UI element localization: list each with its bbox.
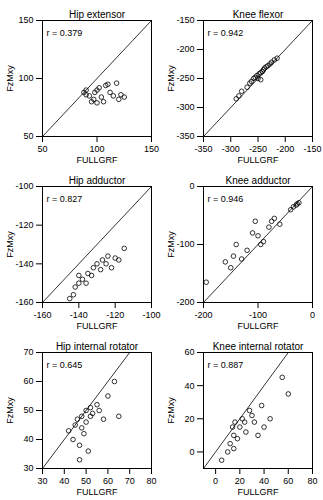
- svg-text:-250: -250: [249, 144, 267, 154]
- svg-text:-100: -100: [15, 181, 33, 191]
- svg-text:-160: -160: [15, 297, 33, 307]
- svg-text:100: 100: [89, 144, 104, 154]
- svg-text:20: 20: [184, 414, 194, 424]
- svg-text:-140: -140: [15, 259, 33, 269]
- svg-text:r = 0.942: r = 0.942: [208, 28, 244, 38]
- svg-text:FULLGRF: FULLGRF: [76, 155, 118, 165]
- svg-text:50: 50: [81, 476, 91, 486]
- svg-text:60: 60: [103, 476, 113, 486]
- svg-text:-350: -350: [194, 144, 212, 154]
- svg-text:150: 150: [144, 144, 159, 154]
- svg-text:70: 70: [125, 476, 135, 486]
- svg-text:FULLGRF: FULLGRF: [237, 321, 279, 331]
- svg-text:-300: -300: [222, 144, 240, 154]
- svg-text:20: 20: [235, 476, 245, 486]
- svg-text:-200: -200: [176, 44, 194, 54]
- svg-text:30: 30: [37, 476, 47, 486]
- svg-text:Knee internal rotator: Knee internal rotator: [213, 341, 304, 352]
- svg-text:-200: -200: [276, 144, 294, 154]
- svg-text:40: 40: [59, 476, 69, 486]
- svg-text:FzMxy: FzMxy: [166, 231, 176, 258]
- svg-text:50: 50: [23, 405, 33, 415]
- svg-text:-100: -100: [176, 239, 194, 249]
- svg-text:60: 60: [184, 347, 194, 357]
- svg-text:40: 40: [184, 381, 194, 391]
- svg-text:40: 40: [259, 476, 269, 486]
- svg-text:Hip internal rotator: Hip internal rotator: [56, 341, 139, 352]
- svg-text:-120: -120: [106, 310, 124, 320]
- svg-text:70: 70: [23, 347, 33, 357]
- svg-text:FzMxy: FzMxy: [5, 231, 15, 258]
- svg-text:FzMxy: FzMxy: [166, 397, 176, 424]
- svg-text:r = 0.946: r = 0.946: [208, 194, 244, 204]
- svg-text:FULLGRF: FULLGRF: [237, 487, 279, 497]
- svg-text:0: 0: [310, 310, 315, 320]
- svg-text:-200: -200: [194, 310, 212, 320]
- svg-text:150: 150: [18, 15, 33, 25]
- svg-text:Hip adductor: Hip adductor: [69, 175, 126, 186]
- svg-text:60: 60: [283, 476, 293, 486]
- svg-text:-250: -250: [176, 73, 194, 83]
- svg-text:30: 30: [23, 463, 33, 473]
- svg-text:-300: -300: [176, 102, 194, 112]
- svg-text:50: 50: [23, 131, 33, 141]
- svg-text:-150: -150: [176, 15, 194, 25]
- svg-text:r = 0.645: r = 0.645: [47, 360, 83, 370]
- svg-text:FULLGRF: FULLGRF: [237, 155, 279, 165]
- svg-text:FULLGRF: FULLGRF: [76, 487, 118, 497]
- svg-text:-140: -140: [70, 310, 88, 320]
- svg-text:r = 0.379: r = 0.379: [47, 28, 83, 38]
- svg-text:Knee adductor: Knee adductor: [225, 175, 291, 186]
- svg-text:-160: -160: [33, 310, 51, 320]
- svg-text:100: 100: [18, 73, 33, 83]
- svg-text:Knee flexor: Knee flexor: [233, 9, 284, 20]
- svg-text:r = 0.827: r = 0.827: [47, 194, 83, 204]
- svg-text:FzMxy: FzMxy: [5, 65, 15, 92]
- svg-text:Hip extensor: Hip extensor: [69, 9, 126, 20]
- svg-text:60: 60: [23, 376, 33, 386]
- svg-text:0: 0: [189, 447, 194, 457]
- svg-text:50: 50: [37, 144, 47, 154]
- svg-text:0: 0: [189, 181, 194, 191]
- svg-text:-100: -100: [249, 310, 267, 320]
- svg-text:-200: -200: [176, 297, 194, 307]
- svg-text:FzMxy: FzMxy: [5, 397, 15, 424]
- svg-text:80: 80: [307, 476, 317, 486]
- svg-text:0: 0: [213, 476, 218, 486]
- svg-text:r = 0.887: r = 0.887: [208, 360, 244, 370]
- svg-text:FzMxy: FzMxy: [166, 65, 176, 92]
- svg-text:-120: -120: [15, 220, 33, 230]
- svg-text:-350: -350: [176, 131, 194, 141]
- svg-text:-150: -150: [303, 144, 321, 154]
- svg-text:80: 80: [146, 476, 156, 486]
- svg-text:40: 40: [23, 434, 33, 444]
- svg-text:-100: -100: [142, 310, 160, 320]
- svg-text:FULLGRF: FULLGRF: [76, 321, 118, 331]
